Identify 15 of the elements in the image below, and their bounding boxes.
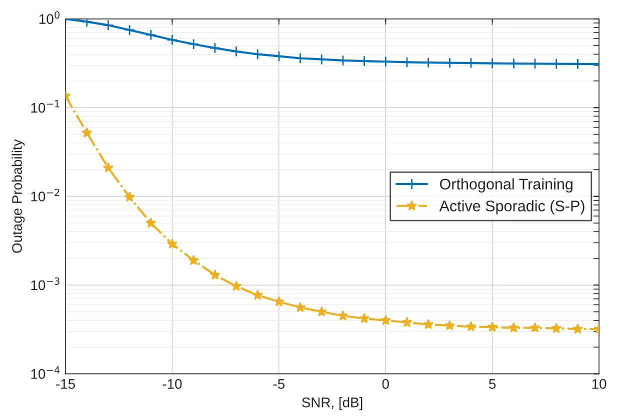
- y-tick-label: 10$^{−4}$: [31, 366, 60, 379]
- legend-label: Active Sporadic (S-P): [439, 200, 584, 214]
- legend-label: Orthogonal Training: [440, 178, 572, 193]
- y-axis-title: Outage Probability: [12, 139, 25, 253]
- y-tick-label: 10$^{−1}$: [31, 100, 60, 113]
- y-tick-label: 10$^{−2}$: [31, 188, 60, 202]
- x-tick-label: -10: [162, 379, 182, 389]
- x-tick-label: -15: [56, 379, 75, 389]
- y-tick-label: 10$^{−3}$: [31, 277, 60, 290]
- x-tick-label: 10: [592, 379, 606, 389]
- x-tick-label: 0: [382, 379, 389, 389]
- y-tick-label: 10$^{0}$: [39, 11, 60, 24]
- x-tick-label: 5: [489, 379, 496, 389]
- x-tick-label: -5: [273, 379, 285, 389]
- x-axis-title: SNR, [dB]: [302, 397, 362, 410]
